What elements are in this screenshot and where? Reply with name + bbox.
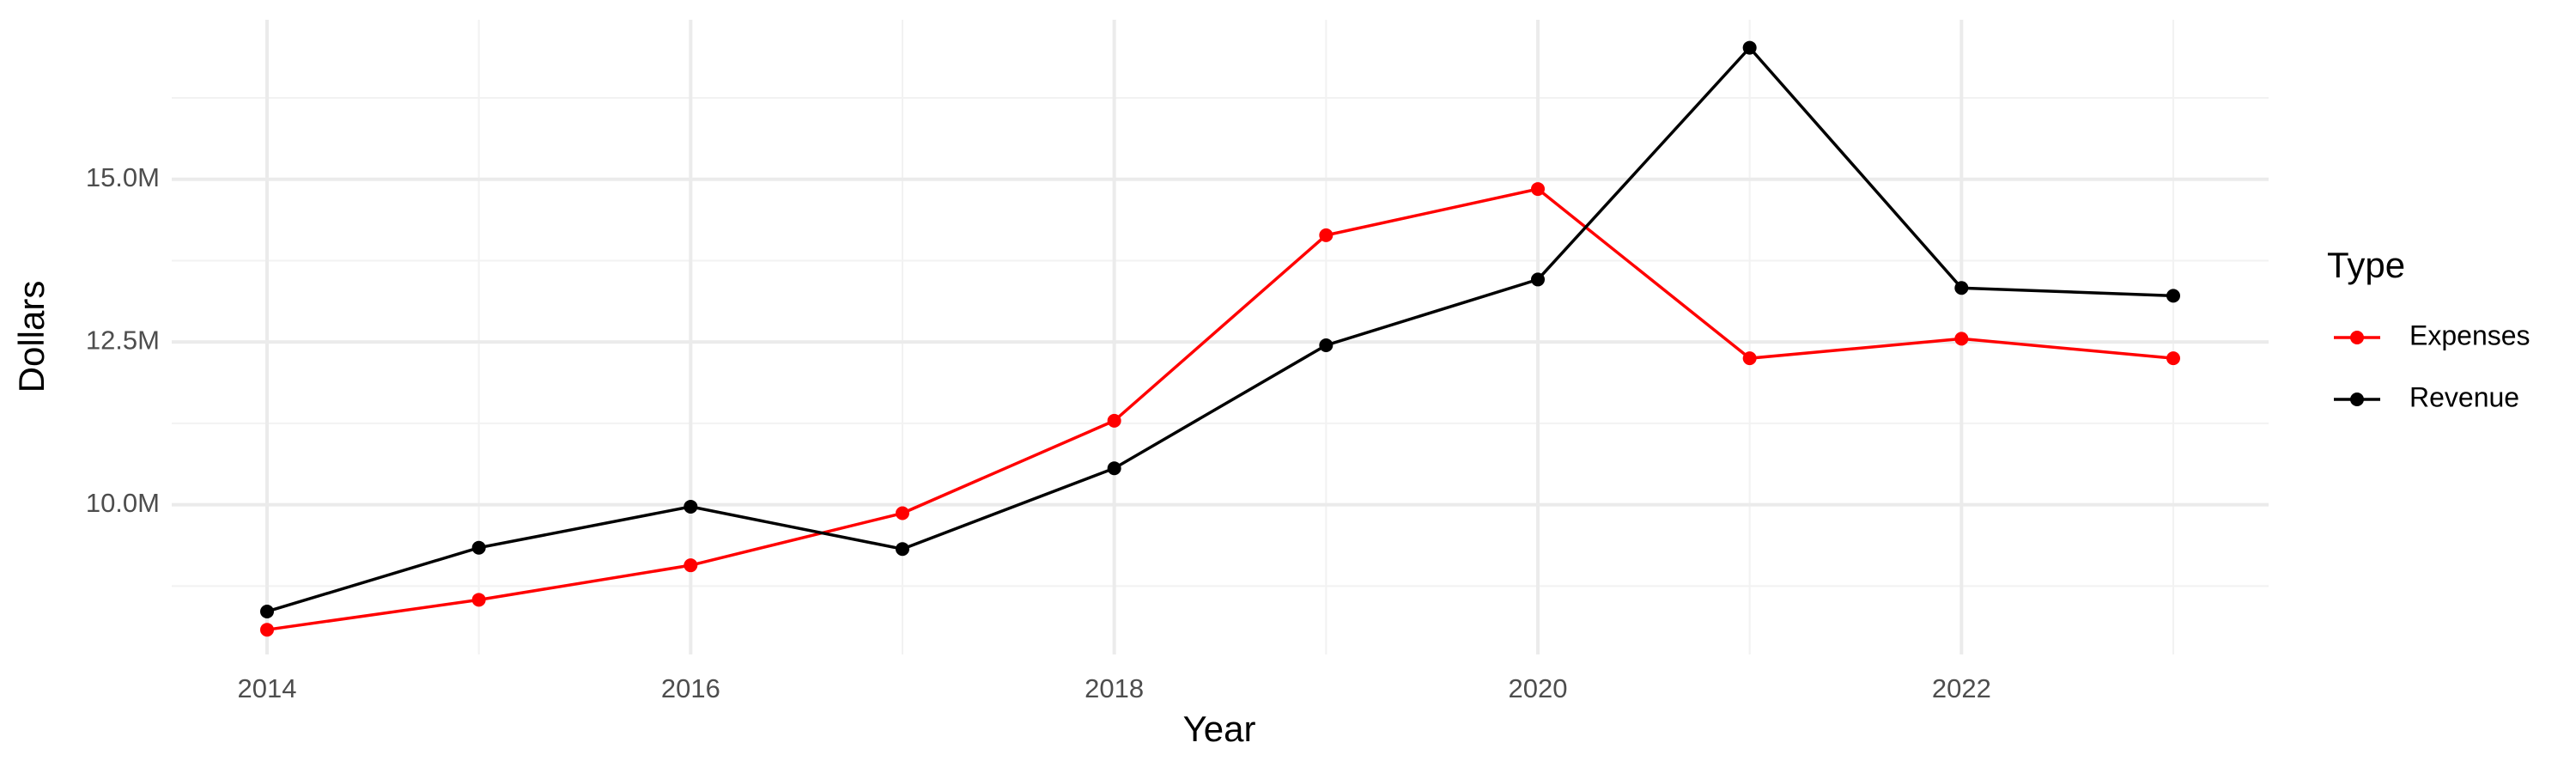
- data-point: [1742, 351, 1757, 366]
- data-point: [2166, 351, 2180, 366]
- data-point: [896, 542, 909, 557]
- x-tick-label: 2014: [238, 673, 297, 703]
- y-tick-label: 12.5M: [86, 325, 160, 355]
- x-tick-label: 2016: [661, 673, 720, 703]
- data-point: [896, 506, 909, 520]
- data-point: [260, 623, 274, 637]
- y-axis-title: Dollars: [11, 281, 52, 393]
- legend-key-point: [2350, 393, 2364, 406]
- data-point: [1107, 461, 1121, 476]
- data-point: [1531, 272, 1545, 287]
- legend-label: Revenue: [2409, 381, 2519, 412]
- y-tick-label: 10.0M: [86, 488, 160, 518]
- data-point: [1319, 338, 1334, 352]
- legend-title: Type: [2327, 245, 2405, 285]
- data-point: [1954, 332, 1969, 346]
- series-line: [266, 45, 2174, 613]
- y-tick-label: 15.0M: [86, 162, 160, 192]
- x-tick-label: 2020: [1509, 673, 1568, 703]
- x-tick-label: 2018: [1084, 673, 1144, 703]
- data-point: [1954, 281, 1969, 295]
- data-point: [260, 604, 274, 618]
- data-point: [1742, 40, 1757, 55]
- series-line: [266, 187, 2174, 631]
- x-axis-title: Year: [1183, 709, 1256, 749]
- legend-key-point: [2350, 331, 2364, 344]
- data-point: [1319, 228, 1334, 242]
- legend-label: Expenses: [2409, 320, 2530, 350]
- data-point: [1107, 413, 1121, 428]
- data-point: [2166, 289, 2180, 303]
- data-point: [683, 558, 698, 573]
- data-point: [1531, 182, 1545, 197]
- data-point: [683, 499, 698, 514]
- x-tick-label: 2022: [1932, 673, 1991, 703]
- data-point: [471, 540, 486, 555]
- data-point: [471, 593, 486, 607]
